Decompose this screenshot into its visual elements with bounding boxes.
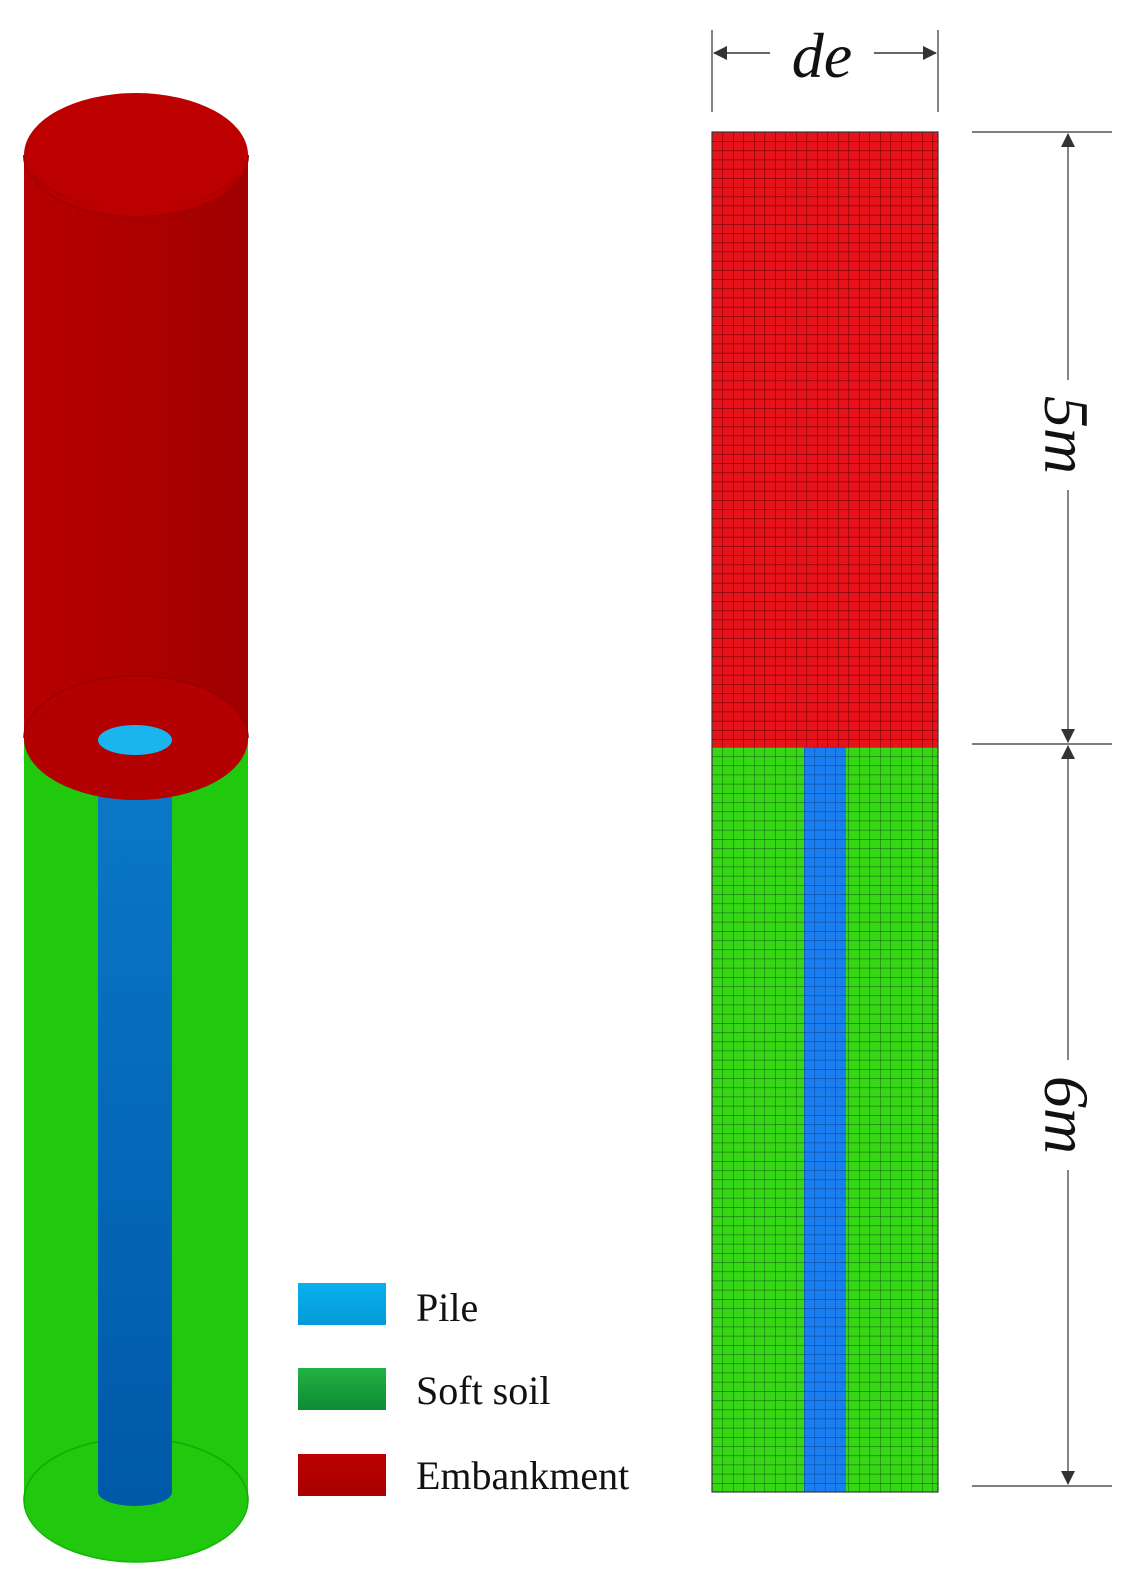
embankment-mesh [712, 132, 938, 747]
mesh-section-2d [711, 131, 939, 1493]
legend-item-soft-soil: Soft soil [298, 1368, 550, 1413]
legend-item-embankment: Embankment [298, 1453, 629, 1498]
soil-depth-label: 6m [1031, 1076, 1102, 1154]
pile-top-face [98, 725, 172, 755]
pile-3d [98, 780, 172, 1506]
legend: Pile Soft soil Embankment [298, 1283, 629, 1498]
embankment-cylinder [23, 93, 249, 800]
pile-mesh [804, 747, 846, 1492]
legend-item-pile: Pile [298, 1283, 478, 1330]
embankment-height-label: 5m [1031, 396, 1102, 474]
legend-label-embankment: Embankment [416, 1453, 629, 1498]
legend-swatch-soft-soil [298, 1368, 386, 1410]
width-label: de [792, 20, 852, 91]
width-dimension: de [711, 20, 939, 112]
legend-swatch-pile [298, 1283, 386, 1325]
cylinder-model-3d [23, 93, 249, 1563]
height-dimensions: 5m 6m [972, 131, 1112, 1487]
legend-swatch-embankment [298, 1454, 386, 1496]
legend-label-pile: Pile [416, 1285, 478, 1330]
legend-label-soft-soil: Soft soil [416, 1368, 550, 1413]
